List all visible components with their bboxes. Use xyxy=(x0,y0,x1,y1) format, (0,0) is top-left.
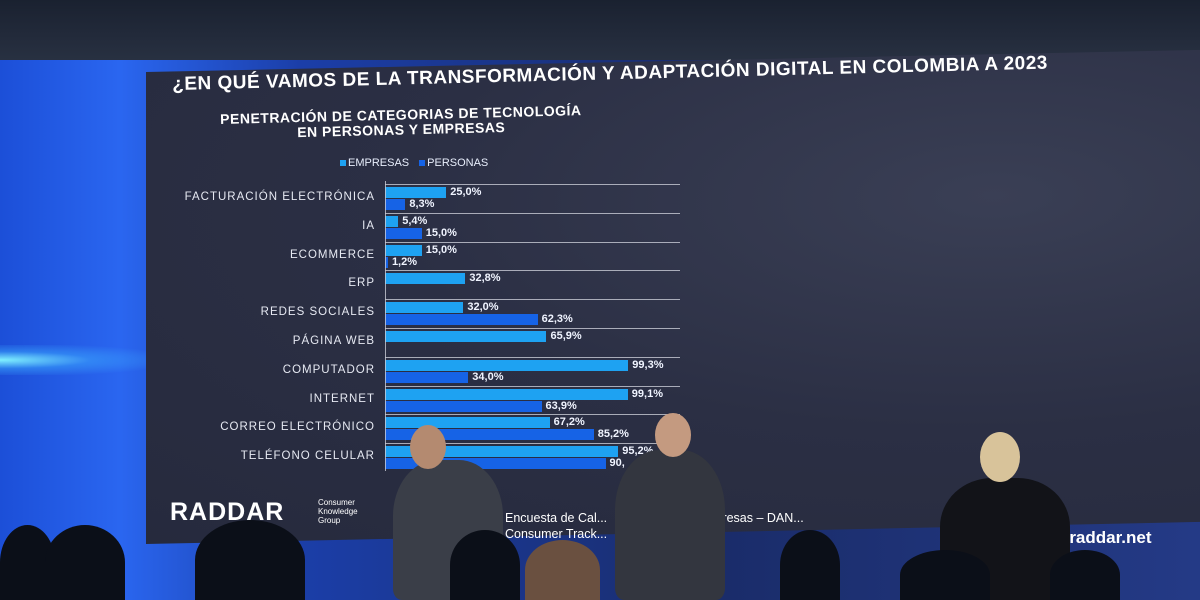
data-label: 90, xyxy=(609,457,625,470)
category-label: ECOMMERCE xyxy=(289,248,375,261)
category-label: FACTURACIÓN ELECTRÓNICA xyxy=(184,191,375,203)
data-label: 65,9% xyxy=(550,330,582,342)
category-label: PÁGINA WEB xyxy=(292,335,375,347)
audience-head xyxy=(525,540,600,600)
audience-head xyxy=(195,520,305,600)
bar-chart: FACTURACIÓN ELECTRÓNICA 25,0% 8,3% IA 5,4% 15… xyxy=(150,175,710,475)
data-label: 99,1% xyxy=(631,387,663,400)
gridline xyxy=(385,184,680,185)
chart-legend: EMPRESAS PERSONAS xyxy=(340,157,488,169)
data-label: 34,0% xyxy=(472,370,504,383)
data-label: 25,0% xyxy=(450,186,482,198)
light-glow xyxy=(0,345,160,375)
bar-personas xyxy=(385,199,406,210)
bar-personas xyxy=(385,256,388,268)
bar-personas xyxy=(385,458,606,470)
data-label: 8,3% xyxy=(409,198,435,210)
gridline xyxy=(385,270,680,272)
data-label: 67,2% xyxy=(553,416,585,429)
gridline xyxy=(385,385,680,387)
audience-head xyxy=(780,530,840,600)
category-label: TELÉFONO CELULAR xyxy=(240,450,375,463)
bar-personas xyxy=(385,314,538,326)
logo-subtitle: Consumer Knowledge Group xyxy=(318,498,358,525)
category-label: ERP xyxy=(348,277,375,290)
bar-empresas xyxy=(385,273,466,285)
bar-empresas xyxy=(385,215,399,227)
gridline xyxy=(385,299,680,301)
bar-personas xyxy=(385,371,469,383)
bar-empresas xyxy=(385,331,547,342)
category-label: IA xyxy=(362,219,375,232)
bar-personas xyxy=(385,400,542,412)
website-url: w.raddar.net xyxy=(1052,528,1152,547)
data-label: 15,0% xyxy=(425,226,457,239)
gridline xyxy=(385,443,680,445)
bar-empresas xyxy=(385,417,550,429)
moderator-head xyxy=(980,432,1020,482)
bar-empresas xyxy=(385,446,619,458)
audience-head xyxy=(1050,550,1120,600)
category-label: COMPUTADOR xyxy=(282,363,375,376)
panelist-center-head xyxy=(655,413,691,457)
gridline xyxy=(385,356,680,358)
audience-head xyxy=(900,550,990,600)
bar-empresas xyxy=(385,359,629,371)
legend-empresas: EMPRESAS xyxy=(340,157,409,169)
bar-empresas xyxy=(385,388,628,400)
bar-personas xyxy=(385,429,594,441)
category-label: REDES SOCIALES xyxy=(260,306,375,319)
data-label: 15,0% xyxy=(425,243,457,256)
y-axis xyxy=(385,181,386,471)
panelist-left-head xyxy=(410,425,446,469)
category-label: INTERNET xyxy=(309,392,375,405)
data-label: 1,2% xyxy=(391,255,418,268)
bar-personas xyxy=(385,227,422,239)
data-label: 32,8% xyxy=(469,272,501,285)
gridline xyxy=(385,328,680,329)
bar-empresas xyxy=(385,302,464,314)
audience-head xyxy=(45,525,125,600)
gridline xyxy=(385,241,680,243)
data-label: 99,3% xyxy=(632,358,664,371)
data-label: 85,2% xyxy=(597,428,629,441)
gridline xyxy=(385,414,680,416)
gridline xyxy=(385,212,680,214)
legend-personas: PERSONAS xyxy=(419,157,488,169)
bar-empresas xyxy=(385,244,422,256)
category-label: CORREO ELECTRÓNICO xyxy=(220,421,375,434)
panelist-center xyxy=(615,450,725,600)
data-label: 63,9% xyxy=(545,399,577,412)
data-label: 62,3% xyxy=(541,313,573,326)
data-label: 5,4% xyxy=(402,214,428,227)
bar-empresas xyxy=(385,187,447,198)
data-label: 32,0% xyxy=(467,301,499,314)
audience-head xyxy=(450,530,520,600)
